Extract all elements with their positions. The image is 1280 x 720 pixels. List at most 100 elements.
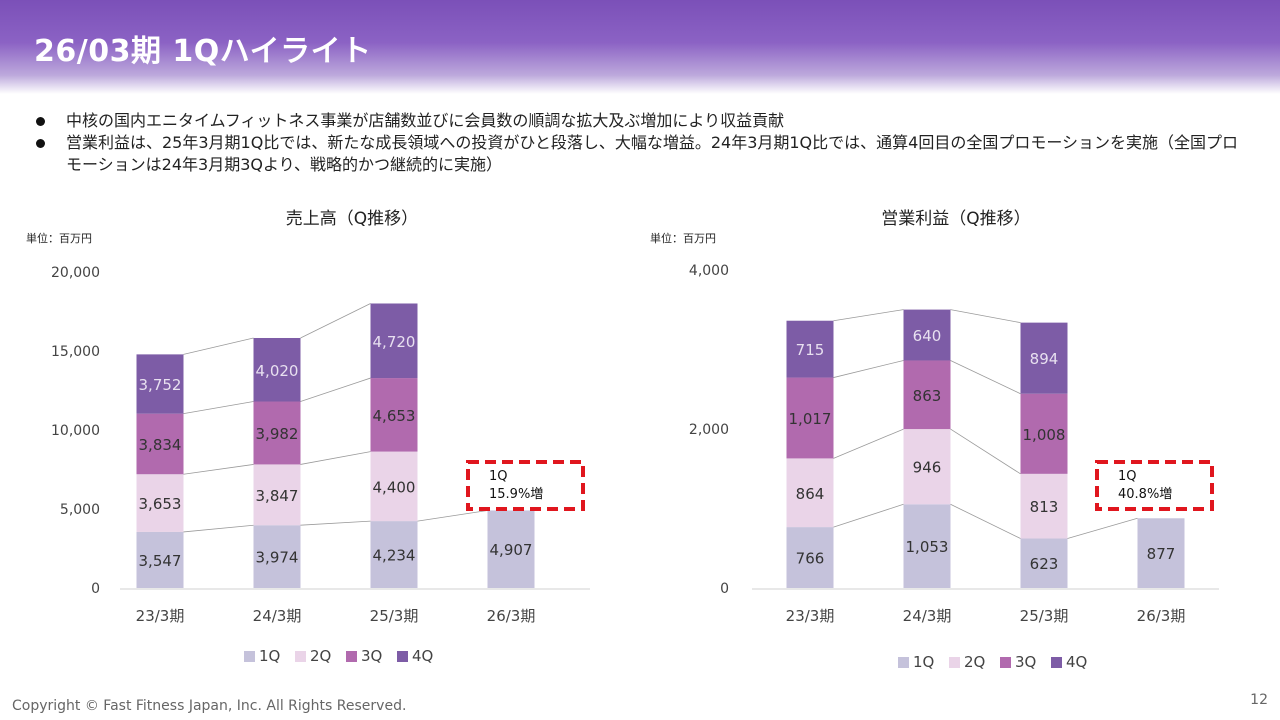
bullet-item: 中核の国内エニタイムフィットネス事業が店舗数並びに会員数の順調な拡大及ぶ増加によ… bbox=[36, 110, 1246, 132]
bar-segment bbox=[786, 377, 834, 459]
y-tick-label: 15,000 bbox=[51, 344, 100, 360]
operating-profit-chart-svg: 営業利益（Q推移） 単位：百万円 0 2,000 4,000 766 864 1,017 715… bbox=[650, 209, 1219, 671]
legend-label: 2Q bbox=[964, 653, 985, 671]
bullet-dot-icon bbox=[36, 139, 45, 148]
bar-value-label: 3,974 bbox=[256, 549, 299, 567]
callout-line-1: 1Q bbox=[489, 469, 508, 484]
legend-swatch bbox=[244, 651, 255, 662]
callout-line-1: 1Q bbox=[1118, 469, 1137, 484]
operating-profit-chart: 営業利益（Q推移） 単位：百万円 0 2,000 4,000 766 864 1,017 715… bbox=[644, 200, 1244, 690]
bar-value-label: 1,053 bbox=[906, 538, 949, 556]
bar-segment bbox=[786, 458, 834, 528]
bar-value-label: 864 bbox=[796, 485, 825, 503]
legend-label: 3Q bbox=[361, 647, 382, 665]
series-connector-line bbox=[300, 451, 371, 465]
legend-swatch bbox=[295, 651, 306, 662]
bar-value-label: 4,653 bbox=[373, 407, 416, 425]
series-connector-line bbox=[950, 309, 1021, 324]
y-tick-label: 0 bbox=[720, 581, 729, 597]
bar-segment bbox=[903, 429, 951, 505]
y-tick-label: 0 bbox=[91, 581, 100, 597]
page-title: 26/03期 1Qハイライト bbox=[34, 34, 372, 69]
series-connector-line bbox=[833, 309, 904, 322]
series-connector-line bbox=[300, 377, 371, 402]
x-tick-label: 23/3期 bbox=[136, 607, 185, 625]
bar-value-label: 3,982 bbox=[256, 425, 299, 443]
y-tick-label: 2,000 bbox=[689, 422, 729, 438]
legend-label: 4Q bbox=[412, 647, 433, 665]
unit-label: 単位：百万円 bbox=[650, 231, 716, 245]
series-connector-line bbox=[833, 428, 904, 459]
sales-chart-svg: 売上高（Q推移） 単位：百万円 0 5,000 10,000 15,000 20,000 3,… bbox=[26, 209, 590, 665]
bar-value-label: 4,234 bbox=[373, 547, 416, 565]
y-tick-label: 5,000 bbox=[60, 502, 100, 518]
series-connector-line bbox=[950, 503, 1021, 539]
legend-label: 4Q bbox=[1066, 653, 1087, 671]
bar-value-label: 894 bbox=[1030, 350, 1059, 368]
bar-value-label: 3,834 bbox=[139, 436, 182, 454]
legend-swatch bbox=[346, 651, 357, 662]
bar-segment bbox=[370, 521, 418, 588]
x-tick-label: 23/3期 bbox=[786, 607, 835, 625]
bar-value-label: 4,720 bbox=[373, 333, 416, 351]
callout-line-2: 15.9%増 bbox=[489, 487, 543, 502]
sales-chart: 売上高（Q推移） 単位：百万円 0 5,000 10,000 15,000 20,000 3,… bbox=[20, 200, 620, 690]
x-tick-label: 25/3期 bbox=[370, 607, 419, 625]
bar-segment bbox=[786, 320, 834, 378]
series-connector-line bbox=[950, 360, 1021, 395]
bar-value-label: 4,907 bbox=[490, 541, 533, 559]
header-band: 26/03期 1Qハイライト bbox=[0, 0, 1280, 94]
bar-segment bbox=[487, 510, 535, 588]
bar-segment bbox=[370, 451, 418, 522]
series-connector-line bbox=[183, 464, 254, 475]
growth-callout-box bbox=[466, 460, 585, 511]
series-connector-line bbox=[833, 360, 904, 378]
y-tick-label: 20,000 bbox=[51, 265, 100, 281]
bar-value-label: 3,547 bbox=[139, 552, 182, 570]
growth-callout-box bbox=[1095, 460, 1214, 511]
bar-segment bbox=[136, 474, 184, 532]
y-tick-label: 4,000 bbox=[689, 263, 729, 279]
bar-segment bbox=[370, 303, 418, 379]
bar-segment bbox=[253, 464, 301, 526]
bar-value-label: 3,653 bbox=[139, 495, 182, 513]
series-connector-line bbox=[300, 520, 371, 526]
callout-line-2: 40.8%増 bbox=[1118, 487, 1172, 502]
bar-segment bbox=[136, 413, 184, 475]
bullet-dot-icon bbox=[36, 117, 45, 126]
bar-segment bbox=[1137, 518, 1185, 588]
bar-value-label: 1,017 bbox=[789, 410, 832, 428]
legend-label: 1Q bbox=[259, 647, 280, 665]
bar-value-label: 640 bbox=[913, 327, 942, 345]
page-number: 12 bbox=[1250, 692, 1268, 708]
bar-value-label: 4,020 bbox=[256, 362, 299, 380]
bar-segment bbox=[786, 527, 834, 588]
chart-title: 売上高（Q推移） bbox=[286, 209, 418, 229]
bullet-text: 営業利益は、25年3月期1Q比では、新たな成長領域への投資がひと段落し、大幅な増… bbox=[66, 133, 1239, 174]
legend-label: 1Q bbox=[913, 653, 934, 671]
bar-segment bbox=[903, 309, 951, 361]
x-tick-label: 26/3期 bbox=[487, 607, 536, 625]
bar-segment bbox=[136, 354, 184, 414]
series-connector-line bbox=[183, 524, 254, 533]
series-connector-line bbox=[183, 337, 254, 355]
legend-swatch bbox=[949, 657, 960, 668]
bullet-text: 中核の国内エニタイムフィットネス事業が店舗数並びに会員数の順調な拡大及ぶ増加によ… bbox=[66, 111, 785, 130]
x-tick-label: 24/3期 bbox=[253, 607, 302, 625]
bar-segment bbox=[903, 360, 951, 430]
bar-value-label: 813 bbox=[1030, 498, 1059, 516]
series-connector-line bbox=[417, 510, 488, 522]
bullet-item: 営業利益は、25年3月期1Q比では、新たな成長領域への投資がひと段落し、大幅な増… bbox=[36, 132, 1246, 176]
bar-value-label: 4,400 bbox=[373, 478, 416, 496]
bar-segment bbox=[1020, 393, 1068, 474]
bar-segment bbox=[1020, 322, 1068, 394]
series-connector-line bbox=[300, 303, 371, 339]
bar-segment bbox=[1020, 538, 1068, 588]
legend-label: 2Q bbox=[310, 647, 331, 665]
legend-swatch bbox=[397, 651, 408, 662]
series-connector-line bbox=[183, 401, 254, 415]
bar-value-label: 3,752 bbox=[139, 376, 182, 394]
series-connector-line bbox=[833, 503, 904, 528]
bar-value-label: 715 bbox=[796, 341, 825, 359]
chart-title: 営業利益（Q推移） bbox=[881, 209, 1030, 229]
